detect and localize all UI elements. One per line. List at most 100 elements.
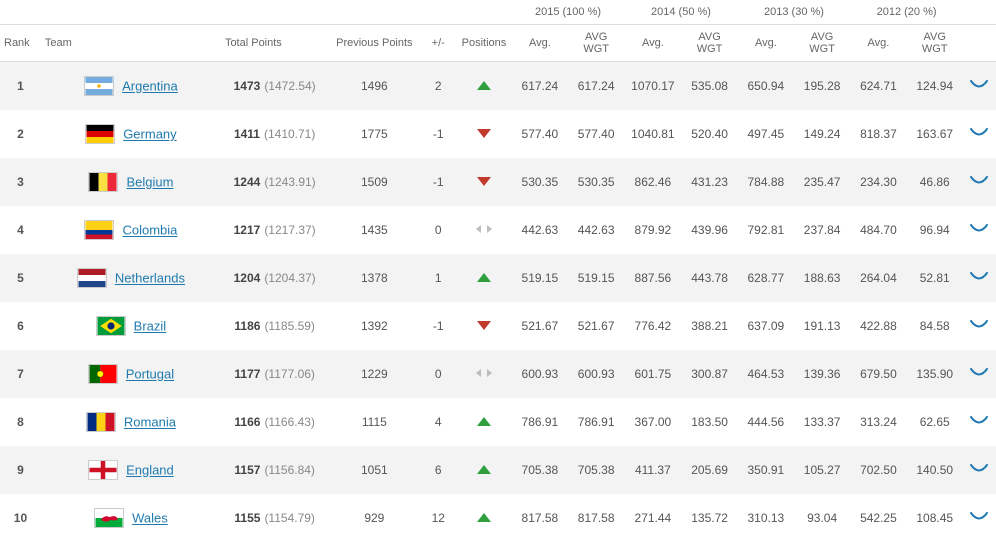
expand-chevron-icon[interactable] — [970, 464, 988, 474]
expand-cell[interactable] — [963, 62, 996, 111]
rank-cell: 2 — [0, 110, 41, 158]
y2012-wgt-cell: 124.94 — [907, 62, 963, 111]
y2014-avg-cell: 367.00 — [624, 398, 681, 446]
position-change-cell — [456, 302, 512, 350]
y2014-avg-cell: 271.44 — [624, 494, 681, 542]
position-change-cell — [456, 350, 512, 398]
y2013-wgt-cell: 191.13 — [794, 302, 850, 350]
header-2012-avg: Avg. — [850, 25, 906, 62]
header-2013-wgt: AVG WGT — [794, 25, 850, 62]
team-link[interactable]: Romania — [124, 415, 176, 430]
expand-chevron-icon[interactable] — [970, 80, 988, 90]
position-change-cell — [456, 446, 512, 494]
total-points-detail: (1410.71) — [264, 127, 315, 141]
total-points-value: 1411 — [234, 127, 260, 141]
table-row: 9England1157(1156.84)10516705.38705.3841… — [0, 446, 996, 494]
y2013-wgt-cell: 237.84 — [794, 206, 850, 254]
flag-icon — [85, 124, 115, 144]
table-header: 2015 (100 %) 2014 (50 %) 2013 (30 %) 201… — [0, 0, 996, 62]
plusminus-cell: 2 — [420, 62, 456, 111]
position-change-cell — [456, 158, 512, 206]
y2015-wgt-cell: 577.40 — [568, 110, 624, 158]
sub-header-row: Rank Team Total Points Previous Points +… — [0, 25, 996, 62]
y2013-avg-cell: 464.53 — [738, 350, 794, 398]
y2013-avg-cell: 444.56 — [738, 398, 794, 446]
y2013-wgt-cell: 105.27 — [794, 446, 850, 494]
arrow-up-icon — [477, 81, 491, 90]
y2012-avg-cell: 264.04 — [850, 254, 906, 302]
y2015-wgt-cell: 519.15 — [568, 254, 624, 302]
expand-chevron-icon[interactable] — [970, 368, 988, 378]
team-link[interactable]: England — [126, 463, 174, 478]
arrow-same-icon — [476, 223, 492, 235]
y2014-avg-cell: 601.75 — [624, 350, 681, 398]
team-link[interactable]: Brazil — [134, 319, 167, 334]
year-group-2014: 2014 (50 %) — [624, 0, 737, 25]
y2014-avg-cell: 879.92 — [624, 206, 681, 254]
y2013-avg-cell: 497.45 — [738, 110, 794, 158]
flag-icon — [88, 172, 118, 192]
y2012-wgt-cell: 52.81 — [907, 254, 963, 302]
expand-cell[interactable] — [963, 110, 996, 158]
expand-chevron-icon[interactable] — [970, 176, 988, 186]
team-link[interactable]: Colombia — [122, 223, 177, 238]
y2015-avg-cell: 617.24 — [512, 62, 568, 111]
y2015-wgt-cell: 786.91 — [568, 398, 624, 446]
table-row: 2Germany1411(1410.71)1775-1577.40577.401… — [0, 110, 996, 158]
y2014-avg-cell: 887.56 — [624, 254, 681, 302]
team-link[interactable]: Germany — [123, 127, 176, 142]
y2014-wgt-cell: 443.78 — [681, 254, 737, 302]
expand-chevron-icon[interactable] — [970, 128, 988, 138]
expand-chevron-icon[interactable] — [970, 320, 988, 330]
expand-cell[interactable] — [963, 446, 996, 494]
y2014-avg-cell: 411.37 — [624, 446, 681, 494]
total-points-cell: 1217(1217.37) — [221, 206, 328, 254]
plusminus-cell: -1 — [420, 110, 456, 158]
y2013-wgt-cell: 133.37 — [794, 398, 850, 446]
y2015-avg-cell: 705.38 — [512, 446, 568, 494]
expand-chevron-icon[interactable] — [970, 416, 988, 426]
y2012-wgt-cell: 46.86 — [907, 158, 963, 206]
y2014-wgt-cell: 439.96 — [681, 206, 737, 254]
flag-icon — [77, 268, 107, 288]
expand-chevron-icon[interactable] — [970, 512, 988, 522]
rank-cell: 4 — [0, 206, 41, 254]
arrow-down-icon — [477, 129, 491, 138]
team-link[interactable]: Argentina — [122, 79, 178, 94]
y2014-wgt-cell: 535.08 — [681, 62, 737, 111]
header-2014-wgt: AVG WGT — [681, 25, 737, 62]
position-change-cell — [456, 62, 512, 111]
arrow-up-icon — [477, 273, 491, 282]
team-link[interactable]: Belgium — [126, 175, 173, 190]
expand-cell[interactable] — [963, 254, 996, 302]
total-points-cell: 1157(1156.84) — [221, 446, 328, 494]
header-2014-avg: Avg. — [624, 25, 681, 62]
total-points-cell: 1155(1154.79) — [221, 494, 328, 542]
expand-chevron-icon[interactable] — [970, 224, 988, 234]
position-change-cell — [456, 206, 512, 254]
expand-cell[interactable] — [963, 350, 996, 398]
table-row: 7Portugal1177(1177.06)12290600.93600.936… — [0, 350, 996, 398]
header-total-points: Total Points — [221, 25, 328, 62]
expand-chevron-icon[interactable] — [970, 272, 988, 282]
rank-cell: 10 — [0, 494, 41, 542]
expand-cell[interactable] — [963, 206, 996, 254]
y2012-wgt-cell: 96.94 — [907, 206, 963, 254]
team-link[interactable]: Wales — [132, 511, 168, 526]
expand-cell[interactable] — [963, 302, 996, 350]
arrow-same-icon — [476, 367, 492, 379]
expand-cell[interactable] — [963, 398, 996, 446]
y2015-avg-cell: 577.40 — [512, 110, 568, 158]
team-link[interactable]: Netherlands — [115, 271, 185, 286]
total-points-detail: (1185.59) — [264, 319, 314, 333]
year-group-2015: 2015 (100 %) — [512, 0, 625, 25]
y2014-avg-cell: 1070.17 — [624, 62, 681, 111]
y2015-avg-cell: 530.35 — [512, 158, 568, 206]
expand-cell[interactable] — [963, 494, 996, 542]
total-points-value: 1204 — [234, 271, 261, 285]
y2014-wgt-cell: 388.21 — [681, 302, 737, 350]
expand-cell[interactable] — [963, 158, 996, 206]
team-link[interactable]: Portugal — [126, 367, 174, 382]
y2014-wgt-cell: 431.23 — [681, 158, 737, 206]
total-points-cell: 1473(1472.54) — [221, 62, 328, 111]
